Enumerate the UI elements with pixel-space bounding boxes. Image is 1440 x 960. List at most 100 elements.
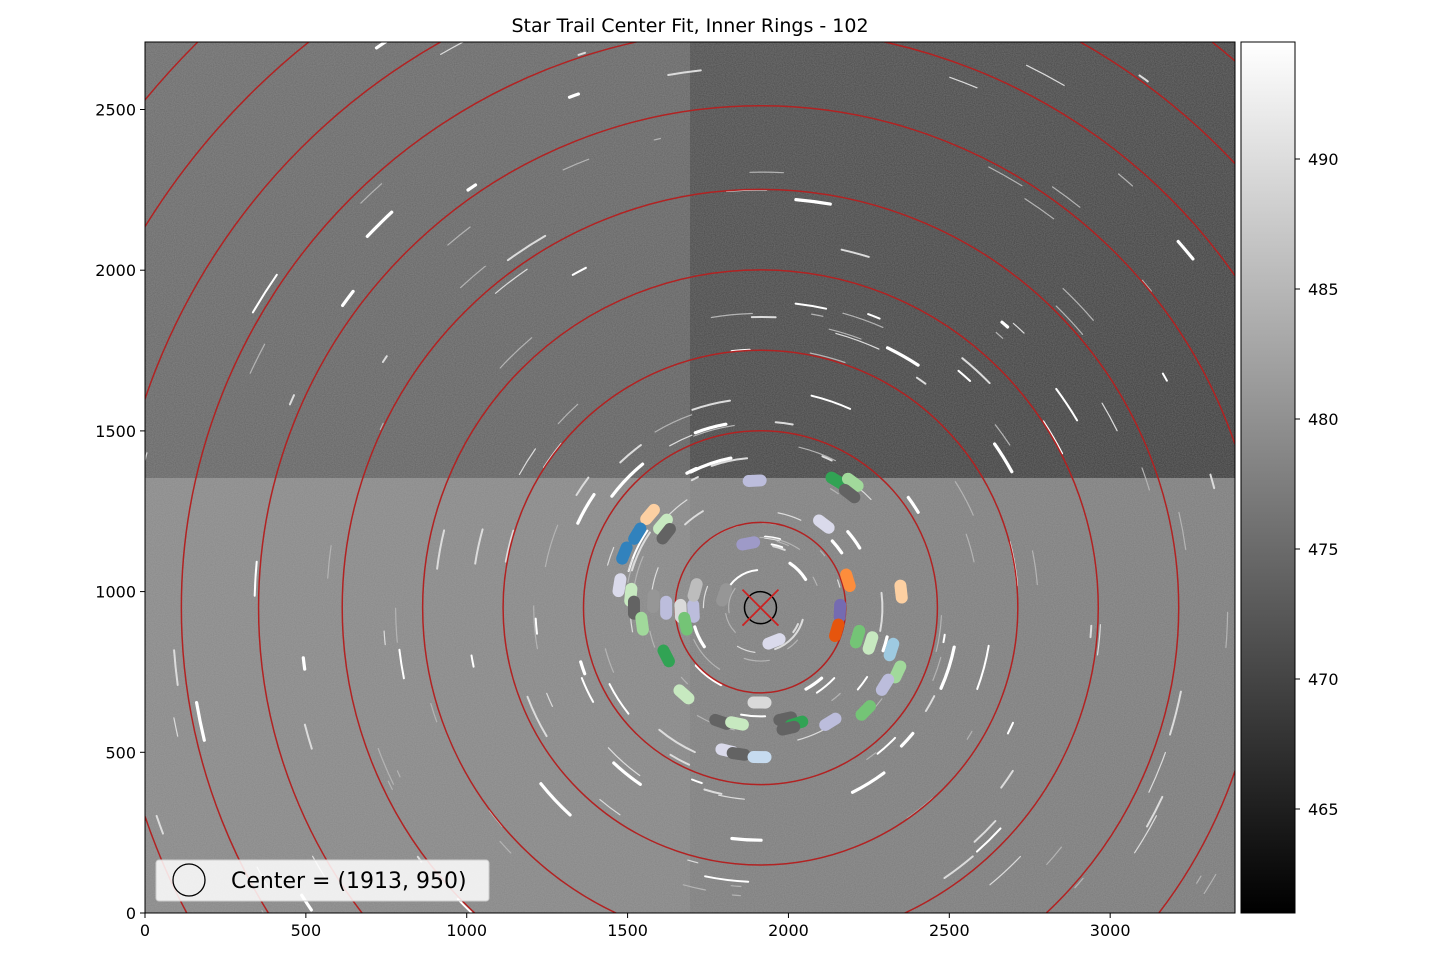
star-trail: [379, 422, 384, 430]
star-trail: [693, 424, 735, 437]
star-trail: [812, 576, 818, 586]
star-trail: [777, 512, 802, 521]
star-trail: [1134, 815, 1157, 854]
star-trail: [730, 836, 763, 842]
star-trail: [1073, 19, 1104, 36]
x-tick-label: 2500: [929, 921, 970, 940]
star-trail: [942, 633, 946, 644]
star-trail: [173, 717, 179, 737]
star-trail: [249, 343, 266, 374]
star-trail: [957, 369, 972, 382]
star-trail: [288, 394, 295, 406]
star-trail: [398, 648, 405, 680]
star-trail: [126, 631, 129, 677]
star-trail: [1034, 0, 1069, 5]
star-trail: [1169, 690, 1182, 736]
star-trail: [743, 657, 770, 662]
star-trail: [1161, 372, 1168, 382]
star-trail: [1225, 611, 1229, 648]
star-trail: [261, 910, 265, 913]
star-trail: [395, 607, 398, 643]
center-marker: [741, 589, 780, 627]
star-trail: [567, 92, 580, 99]
colorbar-tick-label: 480: [1308, 410, 1339, 429]
star-trail: [1294, 922, 1308, 946]
star-trail: [1024, 198, 1055, 220]
star-trail: [1350, 814, 1355, 827]
star-trail: [819, 550, 826, 557]
y-tick-label: 1000: [95, 583, 136, 602]
detection-blob: [656, 523, 676, 545]
star-trail: [504, 938, 510, 943]
star-trail: [935, 615, 942, 652]
star-trail: [463, 34, 475, 40]
star-trail: [619, 444, 642, 464]
star-trail: [1068, 15, 1101, 33]
star-trail: [133, 467, 138, 489]
star-trail: [1055, 387, 1079, 422]
star-trail: [155, 814, 164, 835]
star-trail: [702, 585, 709, 609]
star-trail: [1331, 334, 1340, 354]
star-trail: [770, 543, 784, 549]
star-trail: [542, 442, 562, 469]
star-trail: [195, 701, 206, 742]
y-tick-label: 2000: [95, 261, 136, 280]
star-trail: [710, 457, 749, 467]
star-trail: [691, 778, 703, 785]
star-trail: [1000, 769, 1014, 789]
star-trail: [810, 394, 852, 410]
star-trail: [995, 331, 1004, 339]
detection-blob: [833, 598, 847, 623]
star-trail: [829, 488, 839, 495]
star-trail: [811, 313, 824, 317]
star-trail: [436, 529, 446, 570]
detection-blob: [838, 483, 861, 504]
star-trail: [1210, 914, 1229, 942]
star-trail: [430, 703, 438, 723]
star-trail: [1141, 467, 1150, 491]
detection-blob: [862, 631, 879, 655]
star-trail: [932, 656, 942, 681]
detection-blob: [612, 573, 627, 598]
star-trail: [466, 183, 478, 192]
star-trail: [365, 210, 394, 238]
star-trail: [377, 747, 394, 785]
detection-blob: [660, 595, 673, 620]
star-trail: [1101, 402, 1118, 432]
center-cross-line: [741, 589, 780, 627]
star-trail: [835, 332, 880, 350]
star-trail: [906, 495, 920, 514]
star-trail: [534, 617, 538, 635]
star-trail: [943, 855, 974, 880]
star-trail: [440, 42, 465, 55]
detection-blob: [829, 618, 845, 642]
y-tick-label: 1500: [95, 422, 136, 441]
star-trail: [1000, 320, 1010, 329]
star-trail: [387, 780, 393, 791]
star-trail: [772, 545, 786, 551]
star-trail: [1209, 473, 1216, 490]
star-trail: [557, 403, 579, 425]
star-trail: [730, 885, 742, 888]
detection-blob: [841, 472, 864, 492]
star-trail: [966, 730, 973, 740]
star-trail: [866, 752, 877, 760]
star-trail: [42, 914, 48, 927]
star-trail: [1345, 844, 1356, 871]
star-trail: [1138, 74, 1149, 83]
star-trail: [526, 695, 548, 738]
star-trail: [181, 937, 188, 948]
star-trail: [1046, 846, 1062, 865]
star-trail: [837, 579, 841, 588]
star-trail: [693, 422, 728, 435]
star-trail: [1349, 99, 1371, 126]
star-trail: [1148, 751, 1166, 793]
plot-frame: [144, 41, 1236, 914]
star-trail: [1406, 295, 1418, 320]
star-trail: [830, 539, 844, 555]
star-trail: [360, 183, 383, 204]
fit-ring: [257, 105, 1235, 913]
